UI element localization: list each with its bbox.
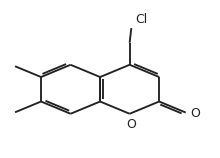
- Text: Cl: Cl: [135, 13, 148, 26]
- Text: O: O: [126, 118, 136, 131]
- Text: O: O: [191, 107, 200, 120]
